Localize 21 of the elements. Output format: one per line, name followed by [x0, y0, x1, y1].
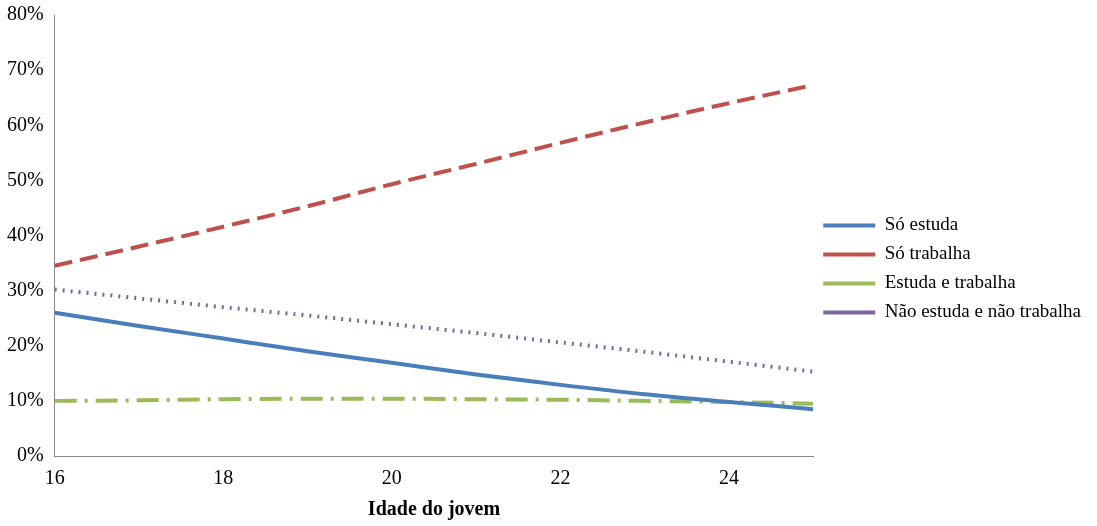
y-tick-label: 70% [6, 57, 44, 80]
y-tick-label: 20% [6, 333, 44, 355]
x-tick-label: 24 [718, 466, 739, 489]
y-tick-label: 10% [6, 388, 44, 411]
y-tick-label: 60% [6, 112, 44, 135]
y-tick-label: 30% [6, 277, 44, 300]
x-tick-label: 16 [44, 466, 65, 489]
y-tick-label: 0% [16, 443, 44, 466]
legend-label: Estuda e trabalha [884, 271, 1017, 293]
x-axis-title: Idade do jovem [367, 497, 501, 521]
legend-label: Só trabalha [884, 242, 972, 264]
line-series [54, 310, 814, 412]
y-tick-label: 40% [6, 222, 44, 245]
x-tick-label: 18 [213, 466, 234, 489]
x-tick-label: 20 [381, 466, 402, 489]
legend-label: Não estuda e não trabalha [884, 300, 1082, 322]
y-tick-label: 50% [6, 167, 44, 190]
legend-label: Só estuda [884, 213, 959, 235]
y-tick-label: 80% [6, 2, 44, 25]
line-series [54, 287, 814, 374]
x-tick-label: 22 [550, 466, 571, 489]
